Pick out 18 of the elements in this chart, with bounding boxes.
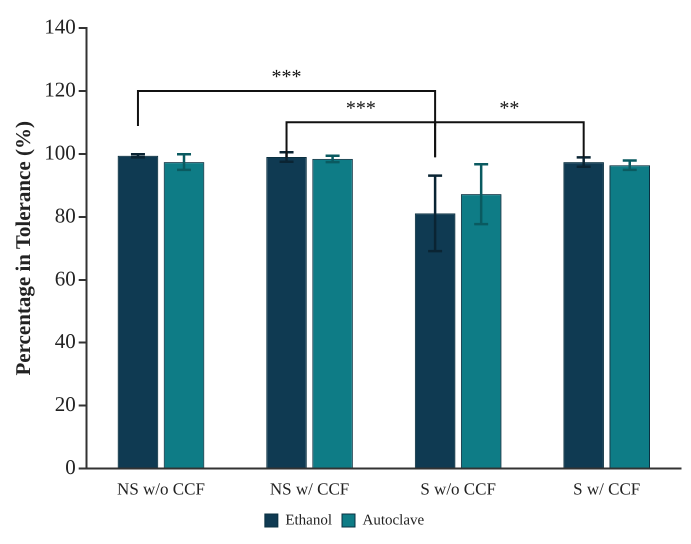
x-tick-label: NS w/ CCF [270,479,350,498]
legend-label: Ethanol [285,512,332,528]
y-tick-label: 0 [65,455,76,480]
y-tick-label: 60 [54,266,76,290]
x-tick-label: S w/o CCF [420,479,496,498]
annotation: *** [346,97,376,120]
y-tick-label: 20 [54,392,76,416]
legend-label: Autoclave [362,512,424,528]
y-axis-title: Percentage in Tolerance (%) [11,121,36,376]
y-tick-label: 100 [44,140,76,164]
x-tick-label: NS w/o CCF [117,479,205,498]
x-tick-label: S w/ CCF [573,479,640,498]
y-tick-label: 120 [44,77,76,102]
annotation: *** [272,66,302,88]
y-tick-label: 40 [54,329,76,354]
y-tick-label: 80 [54,203,76,228]
y-tick-label: 140 [44,14,76,39]
annotation: ** [499,97,520,120]
